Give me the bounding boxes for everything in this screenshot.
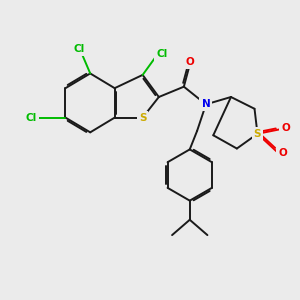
Text: O: O bbox=[185, 57, 194, 67]
Text: Cl: Cl bbox=[156, 49, 167, 59]
Text: N: N bbox=[202, 99, 210, 110]
Text: S: S bbox=[139, 112, 146, 123]
Text: Cl: Cl bbox=[26, 112, 37, 123]
Text: Cl: Cl bbox=[74, 44, 85, 54]
Text: O: O bbox=[278, 148, 287, 158]
Text: S: S bbox=[254, 129, 261, 139]
Text: O: O bbox=[281, 123, 290, 133]
